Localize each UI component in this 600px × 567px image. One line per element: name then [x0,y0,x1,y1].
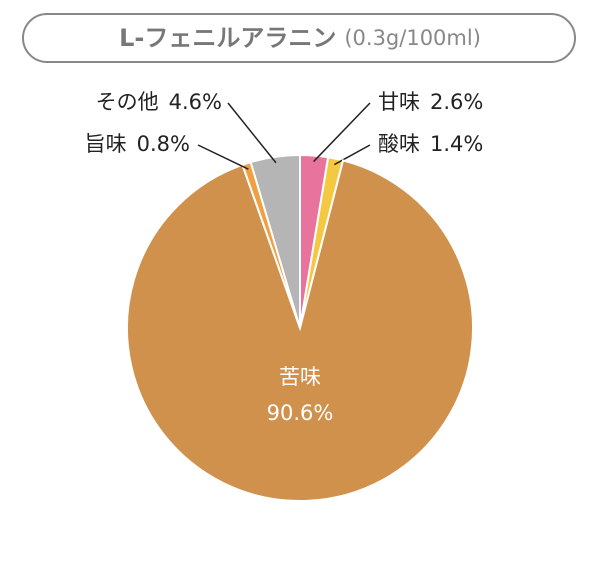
category-name: 旨味 [85,132,127,156]
value-label: 90.6% [267,401,334,425]
leader-line [334,144,371,166]
chart-title: L-フェニルアラニン [119,24,336,52]
category-name: 甘味 [378,90,420,114]
category-name: その他 [96,90,159,114]
leader-line [197,144,249,170]
value-label: 2.6% [430,90,483,114]
pie-slice [249,153,301,329]
slice-label: 旨味 0.8% [85,132,190,156]
pie-slice [126,159,474,502]
title-frame [22,13,576,63]
value-label: 0.8% [137,132,190,156]
slice-label: 苦味 [279,365,321,389]
value-label: 1.4% [430,132,483,156]
slice-label: 酸味 1.4% [378,132,483,156]
value-label: 4.6% [169,90,222,114]
slice-label: その他 4.6% [96,90,222,114]
chart-subtitle: (0.3g/100ml) [344,26,481,50]
leader-line [227,102,277,164]
slice-label: 甘味 2.6% [378,90,483,114]
category-name: 酸味 [378,132,420,156]
title-group: L-フェニルアラニン (0.3g/100ml) [119,24,481,52]
leader-line [313,102,371,163]
